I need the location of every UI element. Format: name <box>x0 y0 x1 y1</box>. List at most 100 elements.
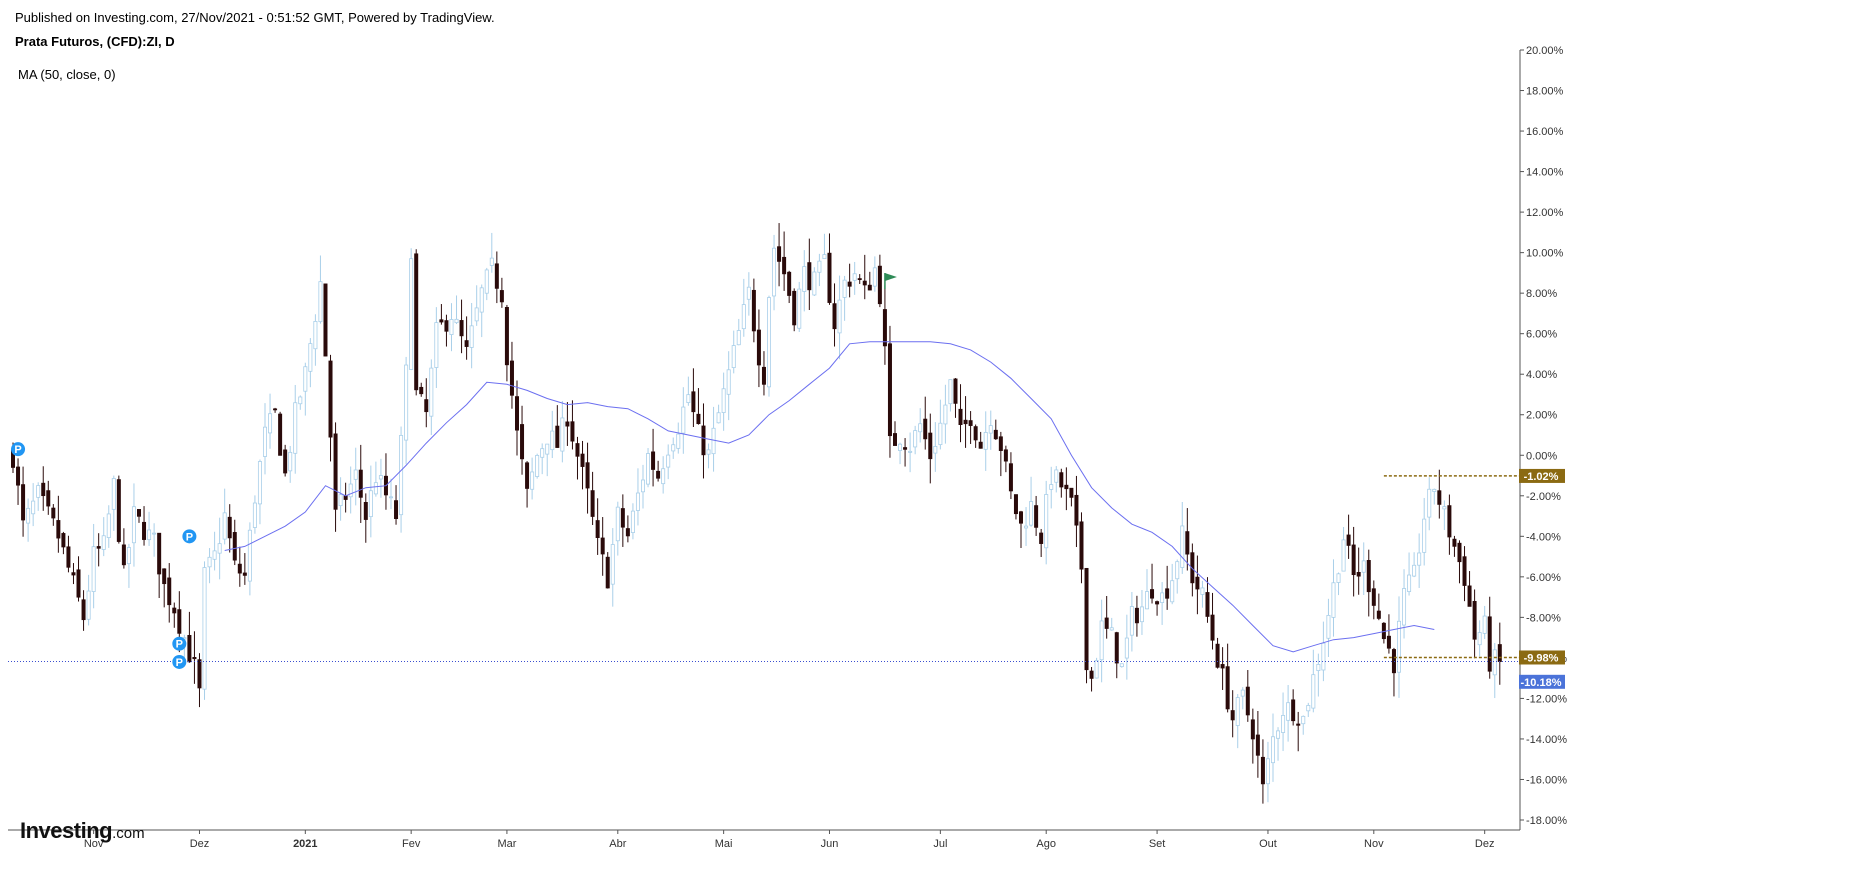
candle <box>388 478 393 510</box>
candle-body <box>1245 686 1250 716</box>
candle <box>731 330 736 374</box>
candle-body <box>363 502 368 520</box>
candle-body <box>1175 561 1180 580</box>
candle <box>1291 689 1296 726</box>
y-tick-label: -18.00% <box>1526 815 1567 827</box>
candle <box>993 419 998 440</box>
candle-body <box>353 469 358 480</box>
candle <box>21 466 26 537</box>
candle-body <box>1281 715 1286 733</box>
candle <box>1180 502 1185 574</box>
candle <box>1160 582 1165 625</box>
candle <box>797 281 802 332</box>
candle-body <box>978 441 983 449</box>
candle-body <box>943 404 948 425</box>
candle-body <box>993 429 998 440</box>
candle <box>1422 497 1427 566</box>
candle-body <box>399 435 404 516</box>
candle <box>101 517 106 557</box>
candle-body <box>1170 580 1175 603</box>
candle <box>782 231 787 291</box>
candle <box>953 378 958 418</box>
candle-body <box>1029 501 1034 526</box>
candle-body <box>615 506 620 542</box>
p-marker[interactable]: P <box>11 442 26 457</box>
candle <box>807 238 812 311</box>
candle <box>1094 657 1099 679</box>
candle <box>560 401 565 463</box>
candle-body <box>41 482 46 497</box>
candle <box>242 553 247 585</box>
candle-body <box>1114 632 1119 664</box>
candle-body <box>1074 494 1079 526</box>
candle-body <box>378 475 383 480</box>
logo-brand: Investing <box>20 818 113 843</box>
candle-body <box>625 528 630 537</box>
candle <box>983 411 988 471</box>
candle <box>1220 647 1225 690</box>
candle-body <box>807 262 812 291</box>
candle <box>605 552 610 589</box>
x-tick-label: Nov <box>84 838 104 850</box>
candle <box>192 631 197 684</box>
candle <box>525 461 530 508</box>
candle-body <box>252 502 257 528</box>
candle <box>1099 599 1104 683</box>
candle <box>237 546 242 587</box>
candle <box>51 504 56 526</box>
indicator-legend[interactable]: MA (50, close, 0) <box>18 67 116 82</box>
candle-body <box>1099 620 1104 661</box>
candle <box>136 509 141 523</box>
candle <box>1049 466 1054 509</box>
candle-body <box>142 521 147 540</box>
candle-body <box>958 408 963 426</box>
candle <box>222 488 227 545</box>
candle <box>1003 445 1008 473</box>
candle-body <box>1054 469 1059 483</box>
candle-body <box>328 360 333 438</box>
candle <box>615 501 620 556</box>
candle <box>837 275 842 360</box>
candle-body <box>595 520 600 538</box>
candle-body <box>1104 617 1109 629</box>
candle-body <box>686 394 691 403</box>
candle-body <box>530 471 535 490</box>
range-low-tag-label: -9.98% <box>1524 652 1559 664</box>
candle <box>1019 510 1024 548</box>
candle <box>56 495 61 553</box>
candle-body <box>237 563 242 574</box>
candle-body <box>1049 484 1054 490</box>
candle-body <box>877 265 882 305</box>
candle-body <box>585 462 590 489</box>
y-tick-label: 10.00% <box>1526 248 1564 260</box>
candle <box>273 407 278 413</box>
candle <box>1452 535 1457 557</box>
candle <box>1427 477 1432 531</box>
candle <box>943 384 948 444</box>
candle <box>31 483 36 527</box>
candle-body <box>535 454 540 477</box>
candle-body <box>681 406 686 434</box>
candle-body <box>520 424 525 460</box>
range-high-tag-bg <box>1519 468 1565 483</box>
candle <box>283 444 288 477</box>
candle-body <box>580 453 585 467</box>
candle-body <box>1200 587 1205 595</box>
p-marker[interactable]: P <box>172 654 187 669</box>
candle <box>600 517 605 576</box>
candle <box>741 278 746 337</box>
candle <box>1432 488 1437 505</box>
candle <box>777 223 782 287</box>
p-marker[interactable]: P <box>182 529 197 544</box>
candle-body <box>1195 576 1200 590</box>
candle <box>832 283 837 347</box>
candle-body <box>656 470 661 479</box>
candle <box>1336 572 1341 596</box>
candle-body <box>1472 600 1477 640</box>
candle-body <box>36 485 41 498</box>
p-marker[interactable]: P <box>172 636 187 651</box>
y-tick-label: 4.00% <box>1526 369 1557 381</box>
candle <box>499 277 504 308</box>
candle-body <box>212 550 217 560</box>
